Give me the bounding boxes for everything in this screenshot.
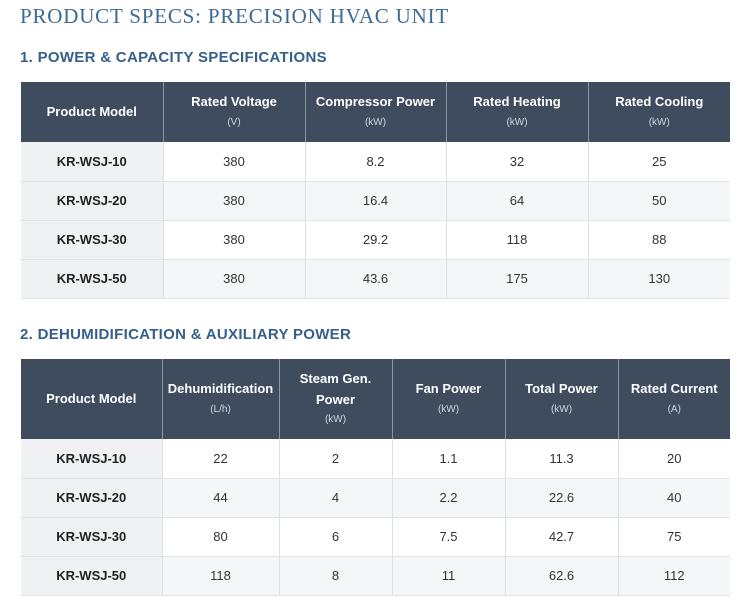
table-row: KR-WSJ-50 118 8 11 62.6 112 xyxy=(21,556,730,596)
table-row: KR-WSJ-50 380 43.6 175 130 xyxy=(21,259,730,299)
column-header-unit: (kW) xyxy=(550,403,573,415)
table-row: KR-WSJ-30 380 29.2 118 88 xyxy=(21,220,730,260)
table-row: KR-WSJ-30 80 6 7.5 42.7 75 xyxy=(21,517,730,557)
table-cell: 22 xyxy=(161,439,279,479)
table-cell: 42.7 xyxy=(504,517,618,557)
power-capacity-table: Product Model Rated Voltage (V) Compressor … xyxy=(21,82,730,299)
table-cell: 4 xyxy=(278,478,392,518)
column-header-unit: (kW) xyxy=(364,116,387,128)
column-header-label: Steam Gen. Power xyxy=(299,371,372,407)
column-header-compressor-power: Compressor Power (kW) xyxy=(304,82,446,142)
product-model-cell: KR-WSJ-10 xyxy=(21,142,163,182)
table-row: KR-WSJ-10 22 2 1.1 11.3 20 xyxy=(21,439,730,479)
table-cell: 11.3 xyxy=(504,439,618,479)
table-cell: 380 xyxy=(162,259,305,299)
table-cell: 11 xyxy=(391,556,505,596)
column-header-rated-cooling: Rated Cooling (kW) xyxy=(587,82,730,142)
table-header-row: Product Model Rated Voltage (V) Compressor … xyxy=(21,82,730,142)
column-header-product-model: Product Model xyxy=(21,82,163,142)
column-header-steam-gen-power: Steam Gen. Power (kW) xyxy=(278,359,392,439)
table-cell: 8.2 xyxy=(304,142,446,182)
table-cell: 8 xyxy=(278,556,392,596)
column-header-total-power: Total Power (kW) xyxy=(504,359,618,439)
table-cell: 380 xyxy=(162,181,305,221)
page-title: PRODUCT SPECS: PRECISION HVAC UNIT xyxy=(20,4,450,28)
table-cell: 64 xyxy=(445,181,588,221)
table-cell: 175 xyxy=(445,259,588,299)
column-header-rated-voltage: Rated Voltage (V) xyxy=(162,82,305,142)
product-model-cell: KR-WSJ-10 xyxy=(21,439,162,479)
section-title-power-capacity: 1. POWER & CAPACITY SPECIFICATIONS xyxy=(20,49,327,66)
column-header-label: Compressor Power xyxy=(315,94,436,110)
column-header-label: Rated Heating xyxy=(473,94,561,110)
column-header-rated-heating: Rated Heating (kW) xyxy=(445,82,588,142)
column-header-label: Product Model xyxy=(46,390,137,406)
table-cell: 40 xyxy=(617,478,730,518)
table-cell: 80 xyxy=(161,517,279,557)
column-header-unit: (A) xyxy=(667,403,681,415)
product-model-cell: KR-WSJ-30 xyxy=(21,517,162,557)
column-header-dehumidification: Dehumidification (L/h) xyxy=(161,359,279,439)
column-header-fan-power: Fan Power (kW) xyxy=(391,359,505,439)
dehumidification-table: Product Model Dehumidification (L/h) Steam … xyxy=(21,359,730,596)
table-row: KR-WSJ-20 380 16.4 64 50 xyxy=(21,181,730,221)
table-cell: 112 xyxy=(617,556,730,596)
table-cell: 2 xyxy=(278,439,392,479)
table-cell: 29.2 xyxy=(304,220,446,260)
column-header-label: Fan Power xyxy=(415,381,482,397)
table-cell: 7.5 xyxy=(391,517,505,557)
column-header-unit: (kW) xyxy=(648,116,670,128)
column-header-label: Rated Current xyxy=(630,381,718,397)
table-cell: 88 xyxy=(587,220,730,260)
table-cell: 380 xyxy=(162,220,305,260)
product-model-cell: KR-WSJ-20 xyxy=(21,478,162,518)
table-cell: 380 xyxy=(162,142,305,182)
product-model-cell: KR-WSJ-50 xyxy=(21,259,163,299)
column-header-label: Product Model xyxy=(46,103,137,119)
table-row: KR-WSJ-20 44 4 2.2 22.6 40 xyxy=(21,478,730,518)
column-header-unit: (L/h) xyxy=(210,403,231,415)
table-cell: 118 xyxy=(445,220,588,260)
table-cell: 6 xyxy=(278,517,392,557)
column-header-unit: (V) xyxy=(227,116,241,128)
table-header-row: Product Model Dehumidification (L/h) Steam … xyxy=(21,359,730,439)
product-model-cell: KR-WSJ-50 xyxy=(21,556,162,596)
table-cell: 75 xyxy=(617,517,730,557)
table-cell: 2.2 xyxy=(391,478,505,518)
column-header-label: Total Power xyxy=(525,381,598,397)
product-model-cell: KR-WSJ-20 xyxy=(21,181,163,221)
table-cell: 43.6 xyxy=(304,259,446,299)
table-cell: 16.4 xyxy=(304,181,446,221)
table-cell: 44 xyxy=(161,478,279,518)
column-header-label: Rated Cooling xyxy=(615,94,704,110)
table-cell: 130 xyxy=(587,259,730,299)
column-header-rated-current: Rated Current (A) xyxy=(617,359,730,439)
table-cell: 62.6 xyxy=(504,556,618,596)
table-cell: 32 xyxy=(445,142,588,182)
column-header-unit: (kW) xyxy=(506,116,528,128)
column-header-unit: (kW) xyxy=(324,413,347,425)
table-cell: 22.6 xyxy=(504,478,618,518)
table-row: KR-WSJ-10 380 8.2 32 25 xyxy=(21,142,730,182)
table-cell: 50 xyxy=(587,181,730,221)
table-cell: 20 xyxy=(617,439,730,479)
section-title-dehumidification: 2. DEHUMIDIFICATION & AUXILIARY POWER xyxy=(20,326,352,343)
table-cell: 1.1 xyxy=(391,439,505,479)
column-header-label: Rated Voltage xyxy=(191,94,277,110)
column-header-product-model: Product Model xyxy=(21,359,162,439)
table-cell: 118 xyxy=(161,556,279,596)
table-cell: 25 xyxy=(587,142,730,182)
column-header-label: Dehumidification xyxy=(167,381,274,397)
column-header-unit: (kW) xyxy=(437,403,460,415)
product-model-cell: KR-WSJ-30 xyxy=(21,220,163,260)
